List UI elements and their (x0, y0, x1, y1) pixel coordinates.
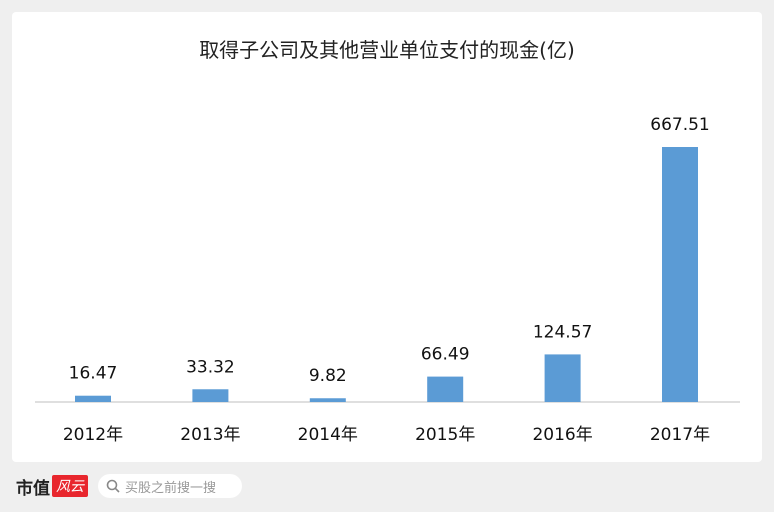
bar-2017年 (662, 147, 698, 402)
data-label: 33.32 (186, 357, 235, 377)
bar-2014年 (309, 398, 346, 402)
x-tick-label: 2017年 (650, 425, 710, 445)
data-label: 16.47 (69, 364, 118, 384)
logo-badge: 风云 (52, 475, 88, 497)
chart-card: 取得子公司及其他营业单位支付的现金(亿) 16.47 2012年 33.32 2013… (12, 12, 762, 462)
search-box[interactable]: 买股之前搜一搜 (98, 474, 242, 498)
bar-2012年 (75, 395, 111, 402)
data-label: 66.49 (421, 345, 470, 365)
x-tick-label: 2014年 (298, 425, 358, 445)
data-label: 9.82 (309, 366, 347, 386)
bar-chart: 取得子公司及其他营业单位支付的现金(亿) 16.47 2012年 33.32 2013… (35, 38, 740, 445)
bar-2016年 (544, 354, 581, 402)
search-icon (106, 479, 120, 493)
chart-title: 取得子公司及其他营业单位支付的现金(亿) (199, 38, 575, 62)
x-tick-label: 2016年 (532, 425, 592, 445)
search-placeholder: 买股之前搜一搜 (125, 480, 217, 496)
logo: 市值 (16, 478, 50, 499)
footer: 市值 风云 买股之前搜一搜 (16, 472, 242, 500)
x-tick-label: 2013年 (180, 425, 240, 445)
bar-2013年 (192, 389, 229, 402)
data-label: 124.57 (533, 322, 592, 342)
bar-2015年 (427, 376, 464, 402)
x-tick-label: 2015年 (415, 425, 475, 445)
x-tick-label: 2012年 (63, 425, 123, 445)
data-label: 667.51 (650, 115, 709, 135)
